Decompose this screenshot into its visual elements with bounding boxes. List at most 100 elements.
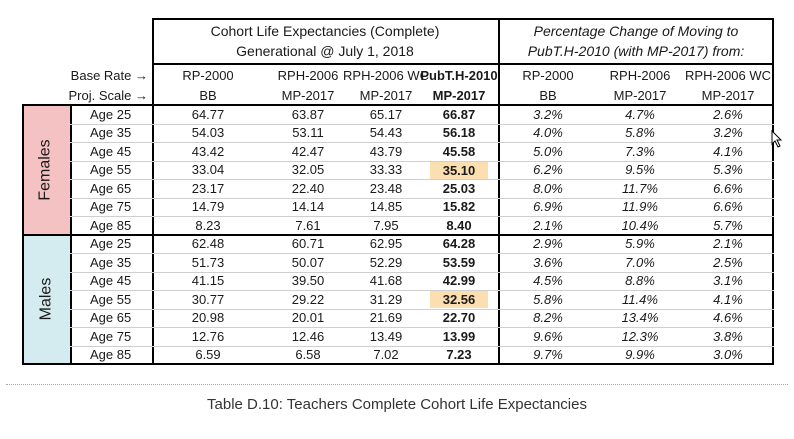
- column-proj-scale: BB: [539, 88, 557, 103]
- table-cell: 15.82: [442, 199, 476, 215]
- table-cell: 8.0%: [533, 180, 563, 196]
- table-cell: 3.2%: [713, 125, 743, 141]
- table-cell: 3.2%: [533, 106, 563, 122]
- dotted-rule: [6, 384, 788, 386]
- table-cell: 54.03: [191, 125, 225, 141]
- column-base-rate: RP-2000: [182, 68, 234, 83]
- table-cell: 63.87: [291, 106, 325, 122]
- grid-line: [152, 63, 774, 65]
- group-label-text: Males: [37, 277, 54, 321]
- table-cell: 22.40: [291, 180, 325, 196]
- mouse-cursor-icon: [771, 130, 783, 148]
- age-label: Age 55: [90, 162, 132, 178]
- table-cell: 7.23: [446, 347, 472, 363]
- table-cell: 50.07: [291, 254, 325, 270]
- age-label: Age 45: [90, 143, 132, 159]
- table-cell: 12.76: [191, 328, 225, 344]
- grid-line: [22, 233, 774, 236]
- table-cell: 6.9%: [533, 199, 563, 215]
- table-cell: 6.58: [295, 347, 321, 363]
- table-cell: 42.99: [442, 273, 476, 289]
- row-separator: [70, 216, 774, 217]
- age-label: Age 65: [90, 180, 132, 196]
- table-cell: 66.87: [442, 106, 476, 122]
- grid-line: [152, 18, 154, 364]
- table-cell: 62.95: [369, 236, 403, 252]
- table-cell: 7.95: [373, 217, 399, 233]
- row-separator: [70, 142, 774, 143]
- table-cell: 5.0%: [533, 143, 563, 159]
- age-label: Age 35: [90, 254, 132, 270]
- table-cell: 21.69: [369, 310, 403, 326]
- table-cell: 54.43: [369, 125, 403, 141]
- life-expectancy-table: Cohort Life Expectancies (Complete) Gene…: [22, 18, 774, 374]
- table-cell: 31.29: [369, 291, 403, 307]
- table-cell: 51.73: [191, 254, 225, 270]
- table-cell: 62.48: [191, 236, 225, 252]
- table-cell: 29.22: [291, 291, 325, 307]
- table-cell: 5.9%: [625, 236, 655, 252]
- table-cell: 3.8%: [713, 328, 743, 344]
- table-cell: 13.4%: [621, 310, 659, 326]
- table-cell: 11.4%: [622, 291, 658, 307]
- table-cell: 6.6%: [713, 199, 743, 215]
- group-label-text: Females: [37, 139, 55, 201]
- right-title-line1: Percentage Change of Moving to: [533, 23, 739, 39]
- group-label-males: Males: [22, 234, 70, 364]
- table-cell: 9.5%: [625, 162, 655, 178]
- table-cell: 3.0%: [713, 347, 743, 363]
- table-cell: 5.8%: [533, 291, 563, 307]
- table-cell: 7.3%: [625, 143, 655, 159]
- column-proj-scale: MP-2017: [359, 88, 413, 103]
- row-separator: [70, 179, 774, 180]
- table-cell: 41.15: [191, 273, 225, 289]
- table-cell: 5.7%: [713, 217, 743, 233]
- table-cell: 53.59: [442, 254, 476, 270]
- table-cell: 43.42: [191, 143, 225, 159]
- table-cell: 32.05: [291, 162, 325, 178]
- left-section-title: Cohort Life Expectancies (Complete) Gene…: [152, 21, 498, 61]
- right-section-title: Percentage Change of Moving to PubT.H-20…: [498, 21, 774, 61]
- row-separator: [70, 197, 774, 199]
- age-label: Age 25: [90, 106, 132, 122]
- table-cell: 43.79: [369, 143, 403, 159]
- table-cell: 11.7%: [622, 180, 658, 196]
- table-cell: 52.29: [369, 254, 403, 270]
- table-cell: 60.71: [291, 236, 325, 252]
- table-cell: 2.1%: [533, 217, 563, 233]
- age-label: Age 25: [90, 236, 132, 252]
- table-cell: 6.2%: [533, 162, 563, 178]
- row-separator: [70, 290, 774, 291]
- age-label: Age 65: [90, 310, 132, 326]
- table-cell: 25.03: [442, 180, 476, 196]
- table-cell: 6.6%: [713, 180, 743, 196]
- table-cell: 22.70: [442, 310, 476, 326]
- table-cell: 32.56: [430, 291, 488, 308]
- table-cell: 9.7%: [533, 347, 563, 363]
- table-cell: 8.2%: [533, 310, 563, 326]
- table-cell: 10.4%: [621, 217, 659, 233]
- table-cell: 12.3%: [621, 328, 659, 344]
- table-cell: 3.6%: [533, 254, 563, 270]
- table-cell: 39.50: [291, 273, 325, 289]
- column-base-rate: RPH-2006: [609, 68, 671, 83]
- table-cell: 3.1%: [713, 273, 743, 289]
- proj-scale-label: Proj. Scale →: [68, 88, 148, 103]
- grid-line: [772, 18, 774, 364]
- row-separator: [70, 345, 774, 347]
- grid-line: [22, 104, 24, 364]
- table-cell: 2.1%: [713, 236, 743, 252]
- table-cell: 33.04: [191, 162, 225, 178]
- table-cell: 5.8%: [625, 125, 655, 141]
- table-cell: 2.5%: [713, 254, 743, 270]
- table-cell: 42.47: [291, 143, 325, 159]
- age-label: Age 75: [90, 199, 132, 215]
- column-base-rate: RPH-2006: [277, 68, 339, 83]
- table-cell: 11.9%: [622, 199, 658, 215]
- table-cell: 13.99: [442, 328, 476, 344]
- table-cell: 4.6%: [713, 310, 743, 326]
- table-cell: 20.01: [291, 310, 325, 326]
- column-proj-scale: MP-2017: [432, 88, 486, 103]
- grid-line: [152, 18, 774, 20]
- column-proj-scale: MP-2017: [613, 88, 667, 103]
